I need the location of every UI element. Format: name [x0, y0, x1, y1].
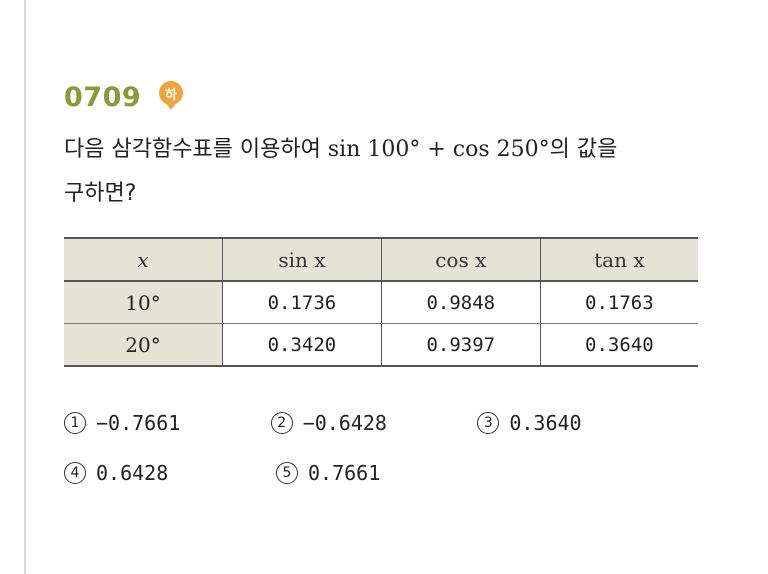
- answer-choices: 1 −0.7661 2 −0.6428 3 0.3640 4 0.6428 5 …: [64, 398, 684, 498]
- choice-4[interactable]: 4 0.6428: [64, 461, 276, 485]
- difficulty-label: 하: [159, 81, 184, 105]
- choice-value: 0.3640: [509, 411, 582, 435]
- choice-2[interactable]: 2 −0.6428: [270, 411, 478, 435]
- question-expression: sin 100° + cos 250°: [327, 137, 550, 162]
- angle-cell: 20°: [64, 323, 223, 367]
- question-intro: 다음 삼각함수표를 이용하여: [64, 137, 328, 162]
- question-suffix: 의 값을: [549, 137, 618, 162]
- header-cos: cos x: [381, 238, 541, 282]
- choice-row: 1 −0.7661 2 −0.6428 3 0.3640: [64, 398, 684, 448]
- question-line-2: 구하면?: [64, 181, 137, 206]
- choice-number-icon: 1: [64, 412, 86, 434]
- header-tan: tan x: [540, 238, 698, 282]
- choice-5[interactable]: 5 0.7661: [276, 461, 488, 485]
- page-margin-rule: [24, 0, 26, 574]
- header-sin: sin x: [222, 238, 382, 282]
- sin-cell: 0.1736: [222, 281, 382, 324]
- choice-value: 0.7661: [308, 461, 381, 485]
- table-row: 10° 0.1736 0.9848 0.1763: [64, 281, 698, 324]
- angle-cell: 10°: [64, 281, 223, 324]
- cos-cell: 0.9397: [381, 323, 541, 367]
- choice-number-icon: 2: [270, 412, 293, 434]
- trig-value-table: x sin x cos x tan x 10° 0.1736 0.9848 0.…: [64, 237, 698, 367]
- choice-value: −0.6428: [302, 411, 387, 435]
- header-x: x: [64, 238, 223, 282]
- problem-header: 0709 하: [64, 80, 185, 114]
- choice-number-icon: 5: [276, 462, 298, 484]
- choice-number-icon: 4: [64, 462, 86, 484]
- choice-value: −0.7661: [96, 411, 181, 435]
- question-text: 다음 삼각함수표를 이용하여 sin 100° + cos 250°의 값을 구…: [64, 128, 714, 216]
- choice-row: 4 0.6428 5 0.7661: [64, 448, 684, 498]
- sin-cell: 0.3420: [222, 323, 382, 367]
- choice-value: 0.6428: [96, 461, 169, 485]
- tan-cell: 0.3640: [540, 323, 698, 367]
- problem-number: 0709: [64, 81, 142, 113]
- table-row: 20° 0.3420 0.9397 0.3640: [64, 323, 698, 367]
- difficulty-pin-icon: [166, 103, 177, 110]
- question-line-1: 다음 삼각함수표를 이용하여 sin 100° + cos 250°의 값을: [64, 128, 714, 172]
- table-header-row: x sin x cos x tan x: [64, 238, 698, 282]
- cos-cell: 0.9848: [381, 281, 541, 324]
- choice-1[interactable]: 1 −0.7661: [64, 411, 271, 435]
- choice-3[interactable]: 3 0.3640: [477, 411, 684, 435]
- choice-number-icon: 3: [477, 412, 500, 434]
- difficulty-badge: 하: [159, 81, 185, 113]
- tan-cell: 0.1763: [540, 281, 698, 324]
